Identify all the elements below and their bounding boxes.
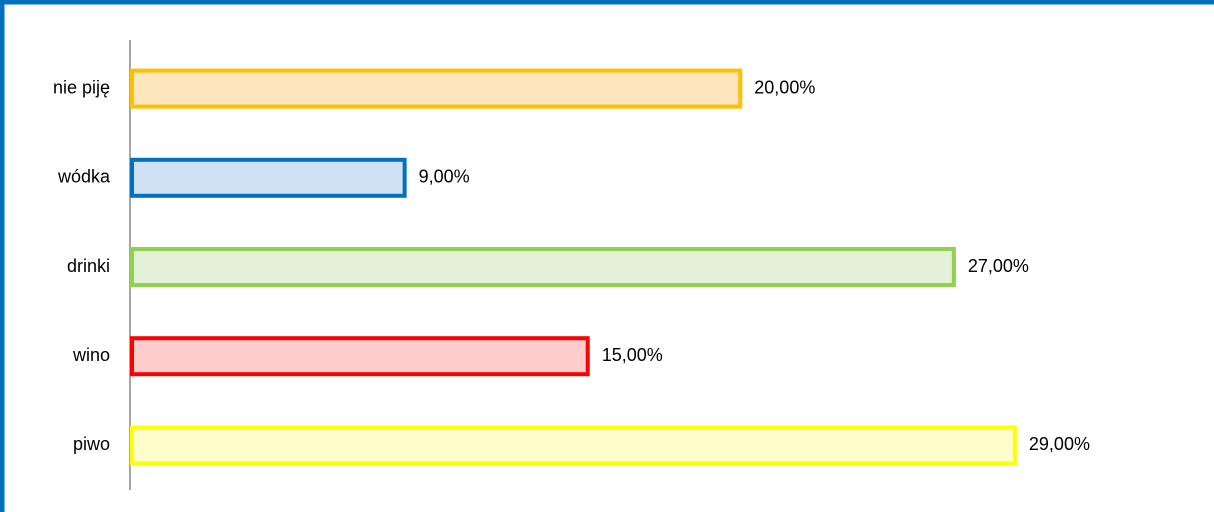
y-tick-label: piwo — [73, 434, 110, 454]
y-tick-label: drinki — [67, 256, 110, 276]
value-label: 20,00% — [754, 77, 815, 97]
bar — [130, 247, 956, 287]
value-label: 27,00% — [968, 256, 1029, 276]
value-label: 29,00% — [1029, 434, 1090, 454]
value-label: 9,00% — [419, 167, 470, 187]
bar — [130, 336, 590, 377]
bar — [130, 425, 1017, 466]
y-tick-label: wódka — [57, 167, 111, 187]
y-tick-label: nie piję — [53, 77, 110, 97]
value-label: 15,00% — [602, 345, 663, 365]
bar — [130, 68, 743, 109]
bar — [130, 157, 407, 198]
y-tick-label: wino — [72, 345, 110, 365]
